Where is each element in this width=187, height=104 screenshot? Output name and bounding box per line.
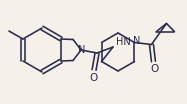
Text: O: O bbox=[150, 64, 159, 74]
Text: O: O bbox=[89, 73, 97, 83]
Text: N: N bbox=[78, 45, 86, 55]
Text: N: N bbox=[133, 37, 140, 46]
Text: HN: HN bbox=[116, 37, 131, 47]
